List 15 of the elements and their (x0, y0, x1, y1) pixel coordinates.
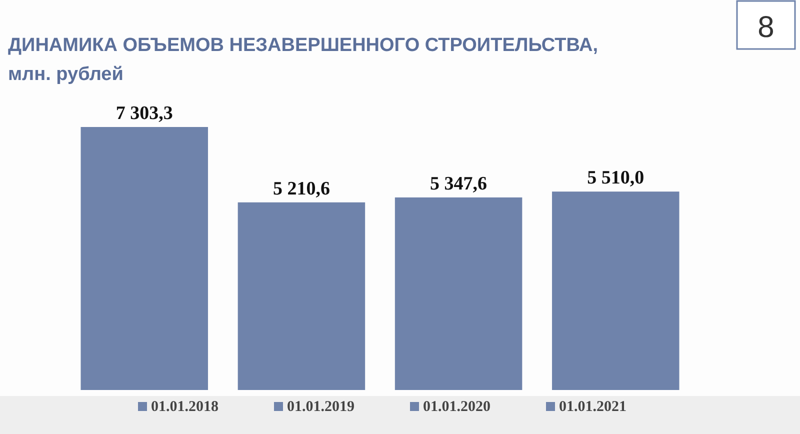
chart-subtitle: млн. рублей (8, 64, 124, 85)
data-label: 5 210,6 (272, 178, 330, 200)
legend-label: 01.01.2020 (423, 399, 490, 415)
bar (552, 192, 680, 390)
bar (80, 127, 208, 390)
data-label: 7 303,3 (116, 103, 173, 124)
legend-label: 01.01.2021 (559, 399, 626, 415)
data-label: 5 347,6 (430, 173, 488, 194)
legend-label: 01.01.2018 (151, 399, 218, 415)
bar (394, 197, 522, 390)
legend-label: 01.01.2019 (287, 399, 354, 415)
data-label: 5 510,0 (587, 168, 644, 189)
text: 8 (758, 11, 774, 44)
bar (238, 202, 366, 390)
chart-title: ДИНАМИКА ОБЪЕМОВ НЕЗАВЕРШЕННОГО СТРОИТЕЛЬСТВА, (8, 35, 598, 56)
